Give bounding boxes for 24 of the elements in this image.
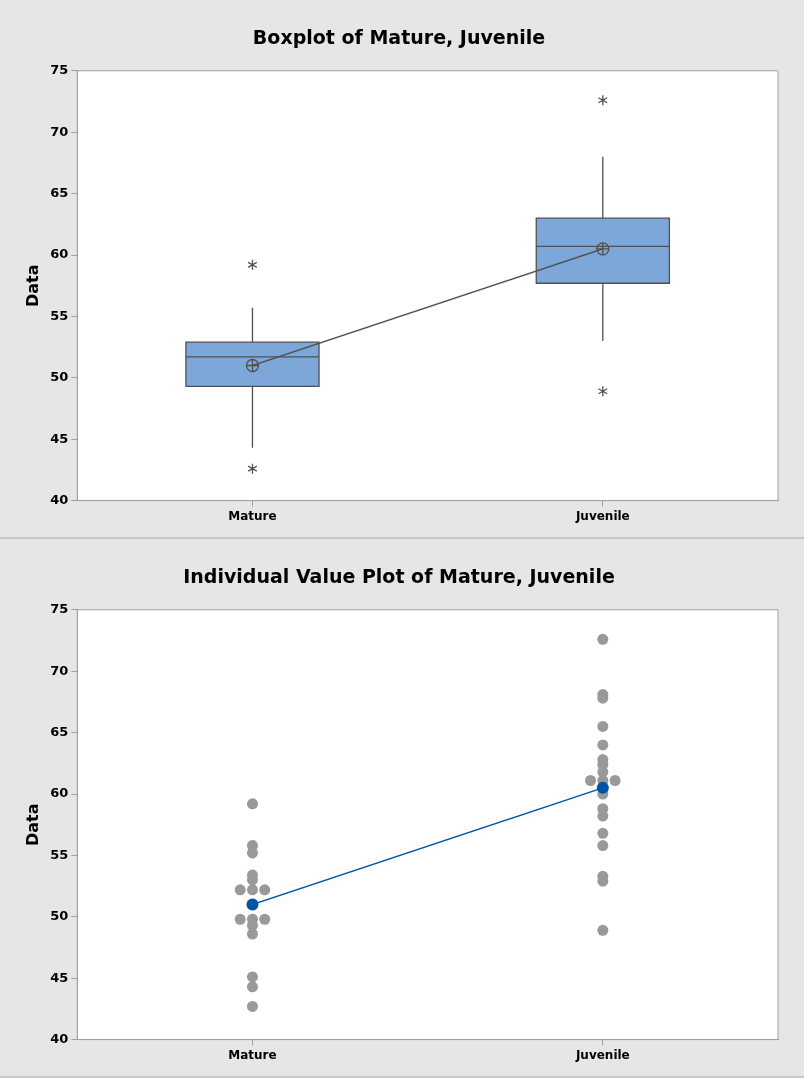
y-tick-label: 50 — [50, 369, 69, 385]
y-tick-label: 70 — [50, 123, 69, 139]
x-tick-label: Mature — [228, 1047, 277, 1062]
y-tick-label: 45 — [50, 969, 69, 985]
y-axis-title: Data — [22, 803, 42, 846]
y-tick-label: 60 — [50, 785, 69, 801]
x-tick-label: Juvenile — [574, 1047, 630, 1062]
y-tick-label: 40 — [50, 1030, 69, 1046]
y-tick-label: 65 — [50, 723, 69, 739]
y-tick-label: 75 — [50, 601, 69, 617]
y-tick-label: 55 — [50, 846, 69, 862]
y-tick-label: 65 — [50, 184, 69, 200]
y-tick-label: 60 — [50, 246, 69, 262]
chart-title: Individual Value Plot of Mature, Juvenile — [183, 565, 615, 588]
x-tick-label: Mature — [228, 508, 277, 523]
y-tick-label: 45 — [50, 430, 69, 446]
y-tick-label: 40 — [50, 491, 69, 507]
y-tick-label: 70 — [50, 662, 69, 678]
chart-title: Boxplot of Mature, Juvenile — [252, 26, 546, 49]
y-tick-label: 50 — [50, 908, 69, 924]
x-tick-label: Juvenile — [574, 508, 630, 523]
y-tick-label: 55 — [50, 307, 69, 323]
y-tick-label: 75 — [50, 62, 69, 78]
y-axis-title: Data — [22, 264, 42, 307]
